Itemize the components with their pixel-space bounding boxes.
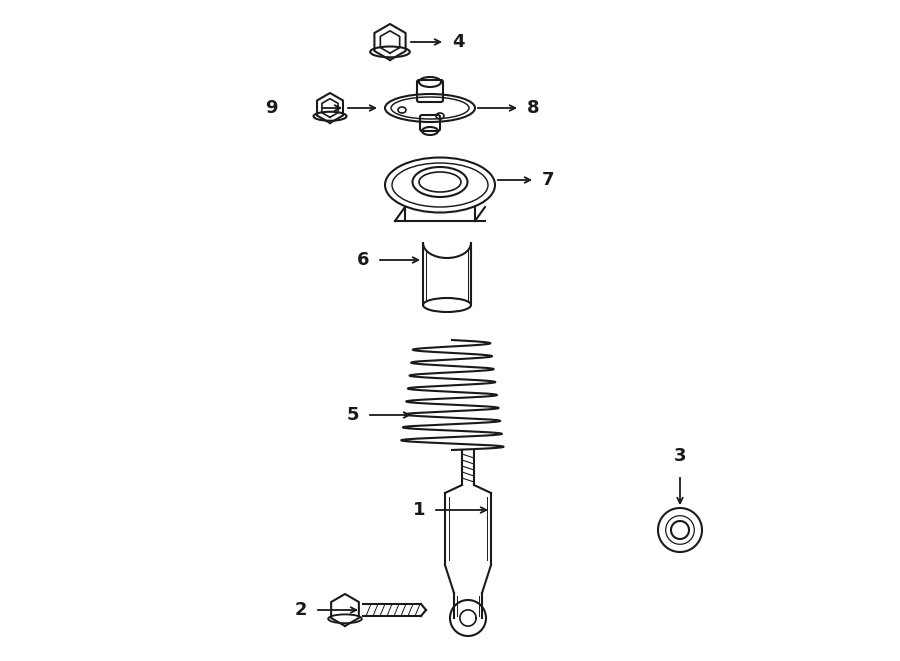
Text: 6: 6 (356, 251, 369, 269)
Text: 1: 1 (412, 501, 425, 519)
Text: 5: 5 (346, 406, 359, 424)
Text: 9: 9 (266, 99, 278, 117)
Text: 4: 4 (452, 33, 464, 51)
Text: 2: 2 (294, 601, 307, 619)
Text: 3: 3 (674, 447, 686, 465)
Text: 8: 8 (527, 99, 540, 117)
Text: 7: 7 (542, 171, 554, 189)
